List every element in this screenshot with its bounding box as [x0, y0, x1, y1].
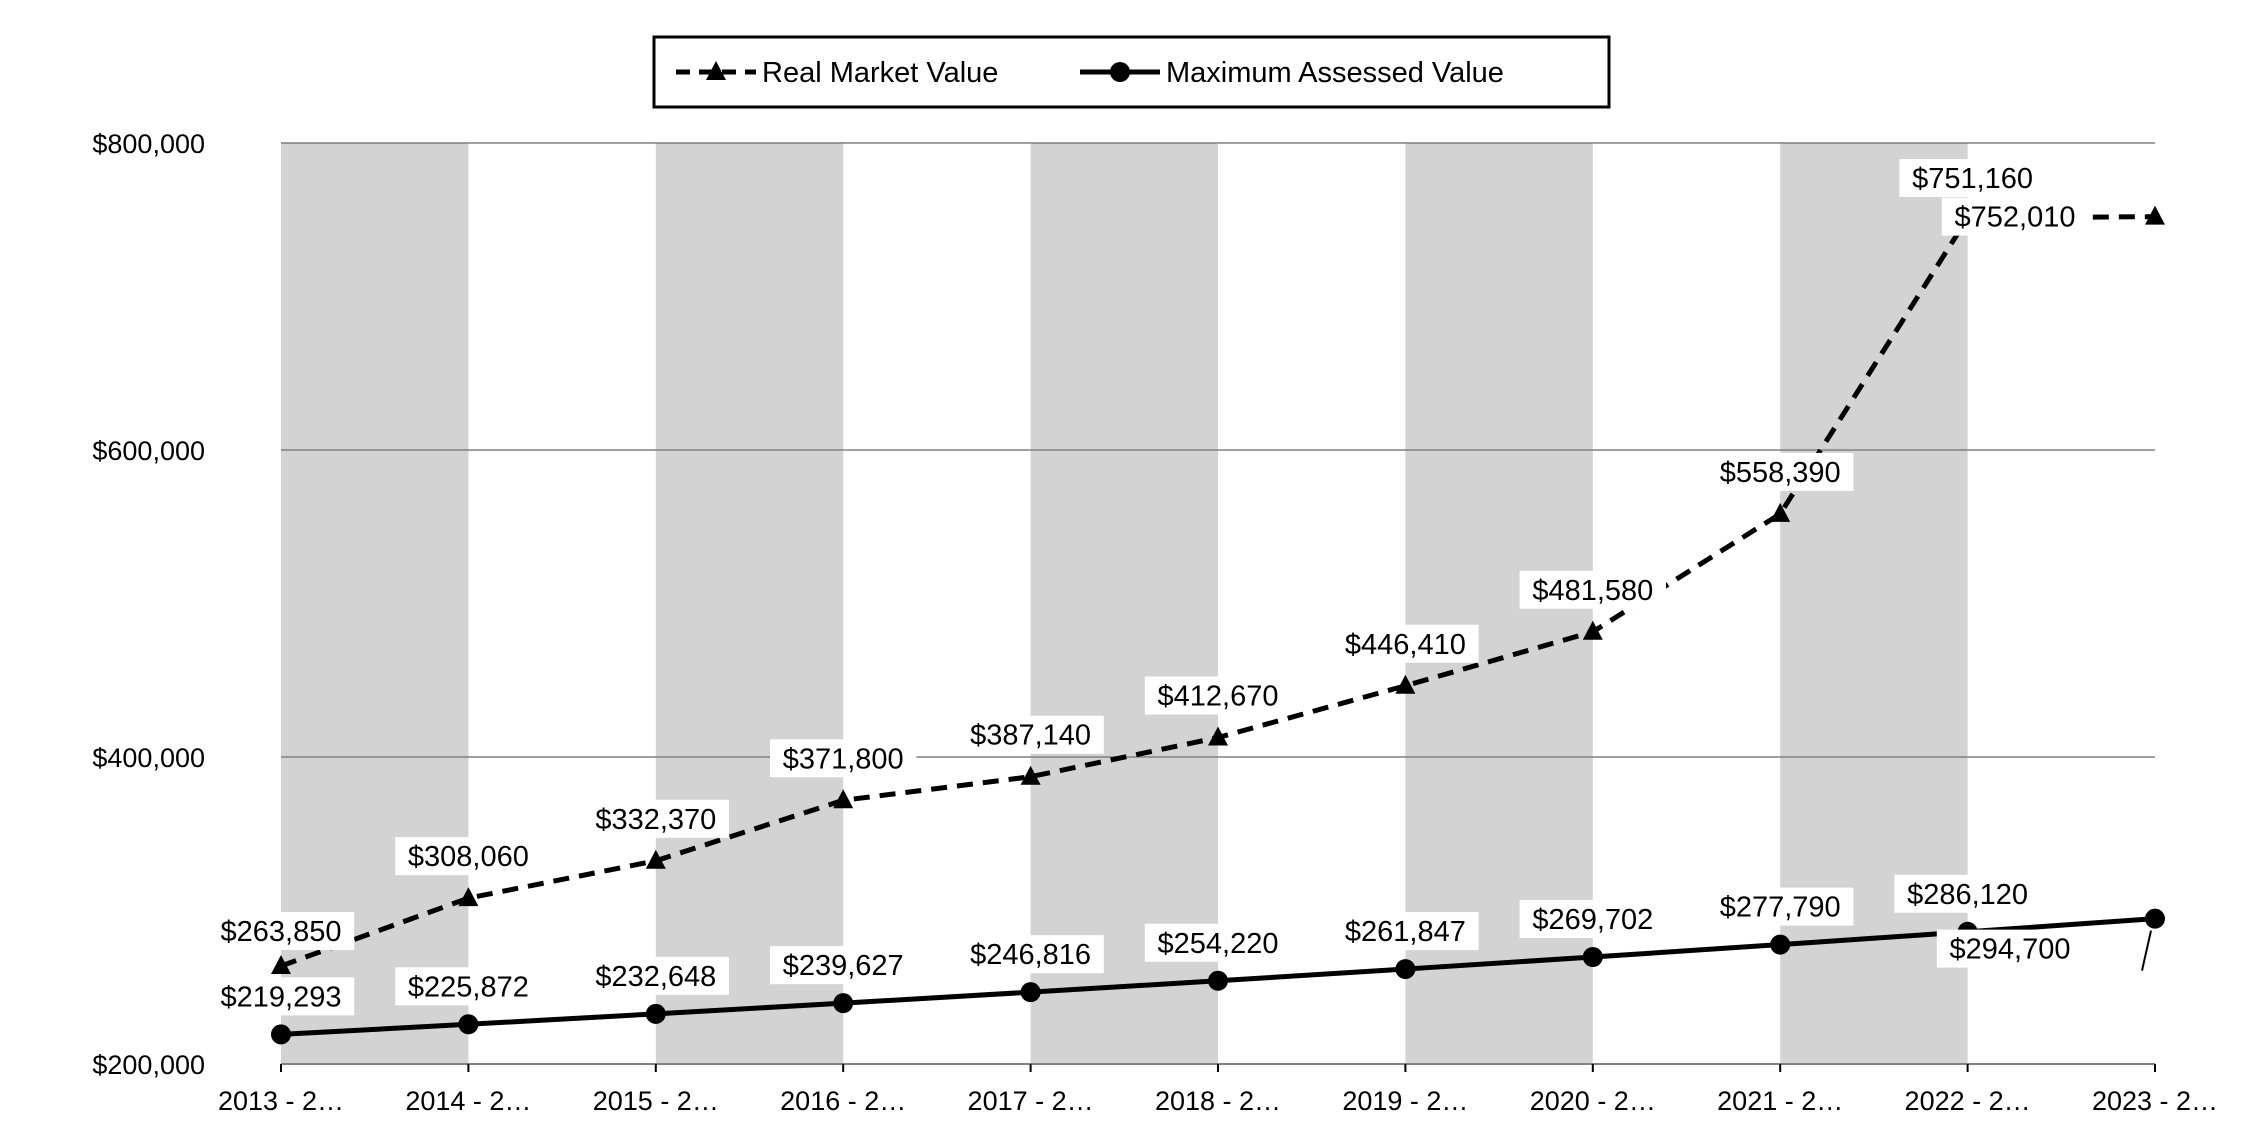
- x-tick-label-1: 2014 - 2…: [405, 1086, 531, 1116]
- label-rmv-5-bg: [1144, 676, 1292, 715]
- point-mav-7: [1582, 947, 1603, 968]
- label-mav-4: $246,816: [970, 939, 1091, 971]
- x-tick-label-0: 2013 - 2…: [218, 1086, 344, 1116]
- label-rmv-2: $332,370: [595, 804, 716, 836]
- label-rmv-9-bg: [1899, 158, 2046, 197]
- label-mav-1-bg: [395, 967, 542, 1006]
- label-mav-3-bg: [770, 946, 917, 985]
- label-rmv-10-bg: [1941, 197, 2089, 236]
- legend-marker-mav: [1110, 62, 1130, 82]
- label-rmv-1-bg: [395, 837, 542, 876]
- label-mav-7: $269,702: [1532, 904, 1653, 936]
- point-rmv-5: [1208, 726, 1228, 746]
- x-tick-label-4: 2017 - 2…: [968, 1086, 1094, 1116]
- label-mav-2: $232,648: [595, 961, 716, 993]
- point-mav-4: [1020, 982, 1041, 1003]
- point-rmv-6: [1395, 674, 1416, 694]
- label-mav-3: $239,627: [783, 950, 904, 982]
- series-markers: [271, 205, 2165, 1045]
- point-rmv-0: [271, 954, 291, 974]
- label-mav-10: $294,700: [1950, 934, 2071, 966]
- label-mav-6: $261,847: [1345, 916, 1466, 948]
- label-mav-0: $219,293: [221, 981, 342, 1013]
- label-mav-5-bg: [1144, 923, 1292, 962]
- point-rmv-7: [1582, 620, 1603, 640]
- label-rmv-7: $481,580: [1532, 575, 1653, 607]
- y-tick-label-3: $800,000: [92, 129, 205, 159]
- point-mav-6: [1395, 959, 1416, 980]
- legend: Real Market Value Maximum Assessed Value: [652, 35, 1611, 109]
- x-tick-label-9: 2022 - 2…: [1905, 1086, 2031, 1116]
- x-tick-label-10: 2023 - 2…: [2092, 1086, 2218, 1116]
- label-rmv-7-bg: [1519, 570, 1666, 609]
- x-tick-label-3: 2016 - 2…: [780, 1086, 906, 1116]
- label-mav-8: $277,790: [1720, 892, 1841, 924]
- label-mav-0-bg: [207, 977, 355, 1016]
- y-tick-label-1: $400,000: [92, 743, 205, 773]
- legend-marker-rmv: [706, 61, 726, 80]
- data-labels: $263,850 $308,060 $332,370 $371,800 $387,140…: [207, 158, 2152, 1016]
- label-rmv-2-bg: [582, 799, 729, 838]
- point-rmv-8: [1770, 502, 1791, 522]
- point-mav-1: [458, 1014, 479, 1035]
- label-rmv-5: $412,670: [1158, 681, 1279, 713]
- label-mav-1: $225,872: [408, 971, 529, 1003]
- y-axis-ticks: $200,000 $400,000 $600,000 $800,000: [92, 129, 205, 1080]
- point-mav-5: [1208, 970, 1228, 991]
- label-mav-4-bg: [957, 935, 1104, 974]
- x-axis-ticks: 2013 - 2… 2014 - 2… 2015 - 2… 2016 - 2… 2017…: [218, 1064, 2218, 1116]
- point-mav-2: [645, 1003, 666, 1024]
- point-rmv-3: [833, 789, 854, 809]
- label-mav-10-bg: [1936, 929, 2084, 968]
- label-mav-7-bg: [1519, 900, 1666, 939]
- label-rmv-0-bg: [207, 911, 355, 950]
- label-rmv-0: $263,850: [221, 916, 342, 948]
- label-mav-2-bg: [582, 956, 729, 995]
- point-mav-10: [2145, 908, 2165, 929]
- label-rmv-4-bg: [957, 715, 1104, 754]
- label-mav-9-bg: [1894, 874, 2041, 913]
- x-tick-label-8: 2021 - 2…: [1717, 1086, 1843, 1116]
- band-2: [655, 143, 844, 1064]
- label-mav-6-bg: [1332, 912, 1479, 951]
- legend-label-rmv: Real Market Value: [762, 57, 998, 89]
- point-mav-8: [1770, 934, 1791, 955]
- label-mav-9: $286,120: [1907, 879, 2028, 911]
- band-8: [1780, 143, 1968, 1064]
- label-mav-5: $254,220: [1158, 928, 1279, 960]
- y-tick-label-2: $600,000: [92, 436, 205, 466]
- point-rmv-2: [645, 849, 666, 869]
- label-rmv-6-bg: [1332, 624, 1479, 663]
- alternating-bands: [281, 143, 1968, 1064]
- x-tick-label-7: 2020 - 2…: [1530, 1086, 1656, 1116]
- point-rmv-1: [458, 887, 479, 907]
- label-rmv-3: $371,800: [783, 743, 904, 775]
- band-4: [1030, 143, 1218, 1064]
- leader-line-mav-last: [2141, 930, 2152, 971]
- label-rmv-8: $558,390: [1720, 457, 1841, 489]
- label-rmv-1: $308,060: [408, 841, 529, 873]
- label-rmv-8-bg: [1707, 452, 1854, 491]
- y-tick-label-0: $200,000: [92, 1050, 205, 1080]
- label-mav-8-bg: [1707, 887, 1854, 926]
- x-tick-label-2: 2015 - 2…: [593, 1086, 719, 1116]
- point-rmv-4: [1020, 765, 1041, 785]
- legend-label-mav: Maximum Assessed Value: [1166, 57, 1504, 89]
- x-tick-label-6: 2019 - 2…: [1342, 1086, 1468, 1116]
- label-rmv-6: $446,410: [1345, 629, 1466, 661]
- label-rmv-9: $751,160: [1912, 163, 2033, 195]
- point-rmv-10: [2145, 205, 2165, 225]
- label-rmv-4: $387,140: [970, 720, 1091, 752]
- x-tick-label-5: 2018 - 2…: [1155, 1086, 1281, 1116]
- point-mav-0: [271, 1024, 291, 1045]
- point-mav-3: [833, 993, 854, 1014]
- label-rmv-10: $752,010: [1955, 202, 2076, 234]
- label-rmv-3-bg: [770, 739, 917, 778]
